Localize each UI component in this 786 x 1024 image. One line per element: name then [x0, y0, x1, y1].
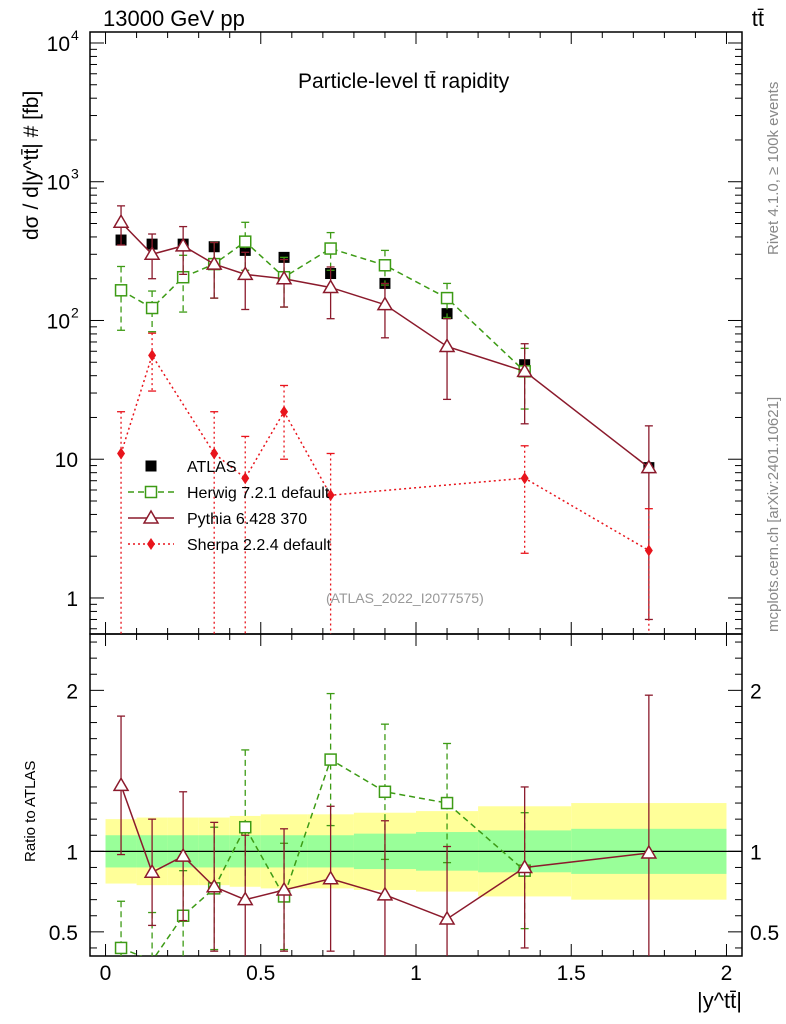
series-marker	[112, 213, 130, 229]
series-marker	[205, 255, 223, 270]
ratio-series-marker	[640, 844, 658, 859]
y-tick-label: 10	[47, 310, 70, 333]
series-marker	[148, 349, 157, 362]
series-layer	[112, 205, 658, 956]
ratio-y-tick-label: 2	[66, 680, 78, 703]
series-marker	[516, 362, 533, 378]
y-tick-exponent: 2	[71, 304, 79, 320]
y-tick-label: 1	[66, 588, 78, 611]
x-tick-label: 0.5	[246, 962, 275, 985]
y-tick-label: 10	[47, 172, 70, 195]
series-marker	[644, 544, 653, 557]
atlas-data-point	[239, 244, 251, 256]
ratio-frame-border	[89, 633, 743, 957]
series-marker	[236, 265, 254, 281]
x-tick-label: 1	[410, 962, 422, 985]
ratio-series-marker	[238, 820, 252, 834]
legend-label: Herwig 7.2.1 default	[187, 485, 330, 502]
series-1	[112, 205, 658, 621]
series-marker	[322, 278, 339, 294]
ratio-plot-frame: 0 0.5 1 1.5 2 0.5 0.5 1 1 2 2	[49, 633, 779, 985]
series-2	[117, 332, 653, 634]
ratio-series-marker	[378, 785, 392, 799]
series-marker	[210, 447, 219, 460]
series-marker	[143, 245, 161, 261]
y-tick-exponent: 4	[71, 27, 79, 43]
plot-title: Particle-level tt̄ rapidity	[298, 70, 510, 93]
series-marker	[324, 242, 337, 255]
x-axis-label: |y^tt̄|	[697, 988, 742, 1013]
legend-entry: ATLAS	[145, 459, 237, 476]
x-tick-label: 2	[721, 962, 733, 985]
energy-label: 13000 GeV pp	[103, 6, 245, 31]
ratio-y-tick-label: 0.5	[49, 922, 78, 945]
ratio-series-marker	[112, 776, 130, 792]
legend-marker	[147, 538, 155, 550]
series-marker	[438, 337, 456, 353]
ratio-series-marker	[114, 941, 128, 955]
analysis-watermark: (ATLAS_2022_I2077575)	[326, 590, 484, 606]
series-marker	[326, 489, 335, 502]
series-marker	[174, 237, 192, 252]
legend-label: ATLAS	[187, 459, 237, 476]
ratio-series-marker	[174, 847, 192, 862]
y-tick-label: 10	[55, 449, 78, 472]
ratio-series-marker	[516, 858, 533, 874]
series-marker	[275, 270, 293, 285]
ratio-series-marker	[322, 870, 339, 885]
ratio-series-marker	[440, 796, 454, 810]
series-marker	[114, 284, 128, 297]
series-marker	[145, 301, 159, 315]
ratio-series-marker	[205, 878, 223, 893]
legend-label: Sherpa 2.2.4 default	[187, 537, 332, 554]
legend-label: Pythia 6.428 370	[187, 511, 307, 528]
x-tick-label: 0	[100, 962, 112, 985]
ratio-y-tick-label-right: 0.5	[750, 922, 779, 945]
ratio-y-tick-label-right: 1	[750, 841, 762, 864]
ratio-series-marker	[438, 910, 456, 925]
series-line	[120, 240, 526, 372]
ratio-series-marker	[275, 881, 293, 896]
ratio-y-tick-label-right: 2	[750, 680, 762, 703]
legend-marker	[142, 509, 160, 524]
legend-marker	[144, 485, 158, 499]
ratio-series-marker	[376, 886, 394, 901]
ratio-series-marker	[324, 753, 337, 766]
series-marker	[117, 447, 126, 460]
ratio-series-marker	[143, 863, 161, 879]
ratio-series-line	[120, 758, 526, 956]
series-marker	[280, 405, 289, 418]
legend-entry: Pythia 6.428 370	[128, 509, 307, 528]
series-marker	[378, 259, 392, 272]
y-tick-exponent: 3	[71, 166, 79, 182]
ratio-series-marker	[236, 891, 254, 906]
series-marker	[376, 296, 394, 311]
legend-marker	[145, 460, 157, 472]
ratio-y-tick-label: 1	[66, 841, 78, 864]
legend-entry: Herwig 7.2.1 default	[128, 485, 330, 502]
series-marker	[241, 472, 250, 485]
series-marker	[238, 235, 252, 248]
ratio-series-1	[112, 694, 658, 956]
x-tick-label: 1.5	[557, 962, 586, 985]
series-marker	[520, 472, 529, 485]
series-marker	[640, 459, 658, 474]
series-marker	[440, 291, 454, 305]
y-tick-label: 10	[47, 33, 70, 56]
legend-entry: Sherpa 2.2.4 default	[128, 537, 332, 554]
legend: ATLAS Herwig 7.2.1 default Pythia 6.428 37…	[128, 459, 332, 554]
process-label: tt̄	[751, 6, 764, 31]
